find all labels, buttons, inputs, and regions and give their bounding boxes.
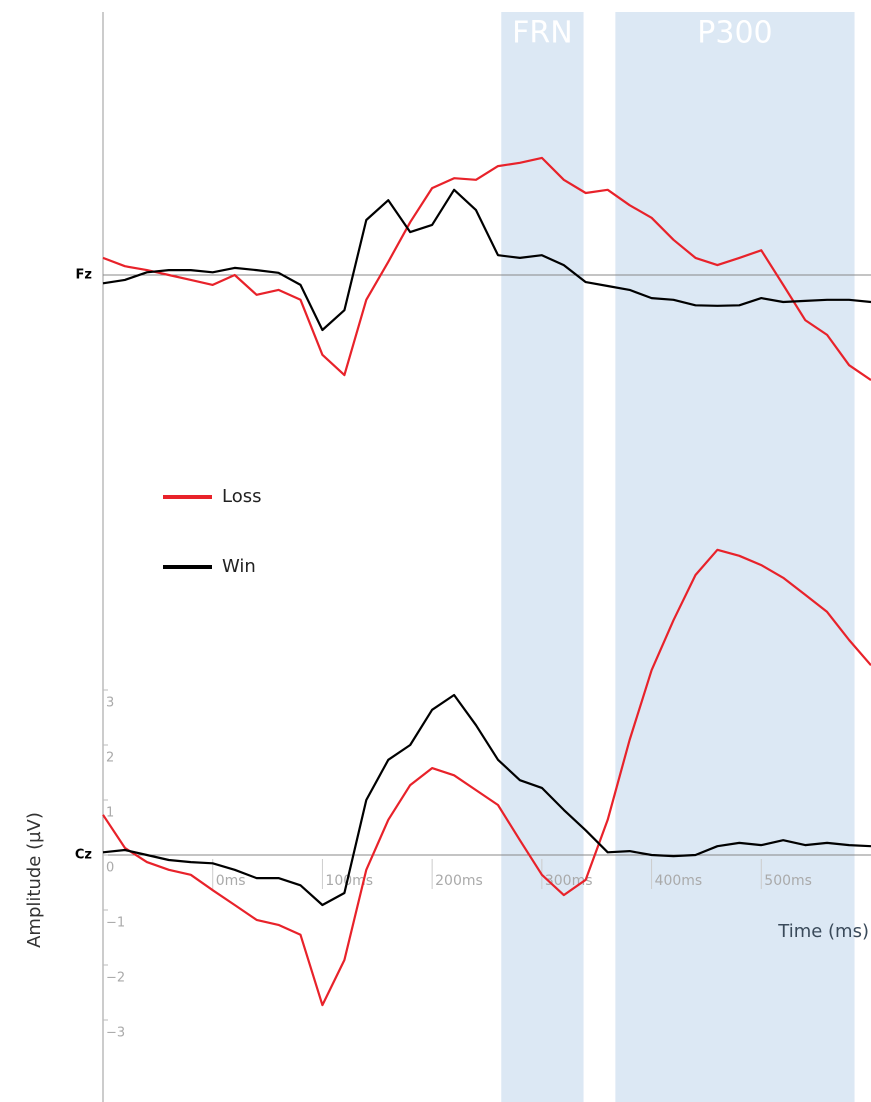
y-tick-label: −2 [106, 971, 125, 986]
region [501, 12, 584, 1102]
series-line [102, 188, 871, 332]
x-tick-label: 100ms [325, 873, 373, 889]
channel-label: Fz [76, 268, 92, 283]
x-tick-label: 0ms [216, 873, 246, 889]
y-tick-label: 0 [106, 861, 114, 876]
y-tick-label: 3 [106, 696, 114, 711]
channel-label: Cz [75, 848, 92, 863]
legend-label: Win [222, 556, 256, 577]
region-label: FRN [512, 16, 573, 51]
region [615, 12, 855, 1102]
x-tick-label: 500ms [764, 873, 812, 889]
x-tick-label: 400ms [655, 873, 703, 889]
y-tick-label: 1 [106, 806, 114, 821]
legend-label: Loss [222, 486, 261, 507]
y-axis-label: Amplitude (µV) [24, 812, 45, 948]
series-line [102, 548, 871, 1007]
y-tick-label: 2 [106, 751, 114, 766]
y-tick-label: −1 [106, 916, 125, 931]
x-axis-label: Time (ms) [777, 921, 869, 942]
x-tick-label: 300ms [545, 873, 593, 889]
series-line [102, 156, 871, 382]
region-label: P300 [697, 16, 772, 51]
x-tick-label: 200ms [435, 873, 483, 889]
y-tick-label: −3 [106, 1026, 125, 1041]
series-line [102, 693, 871, 907]
